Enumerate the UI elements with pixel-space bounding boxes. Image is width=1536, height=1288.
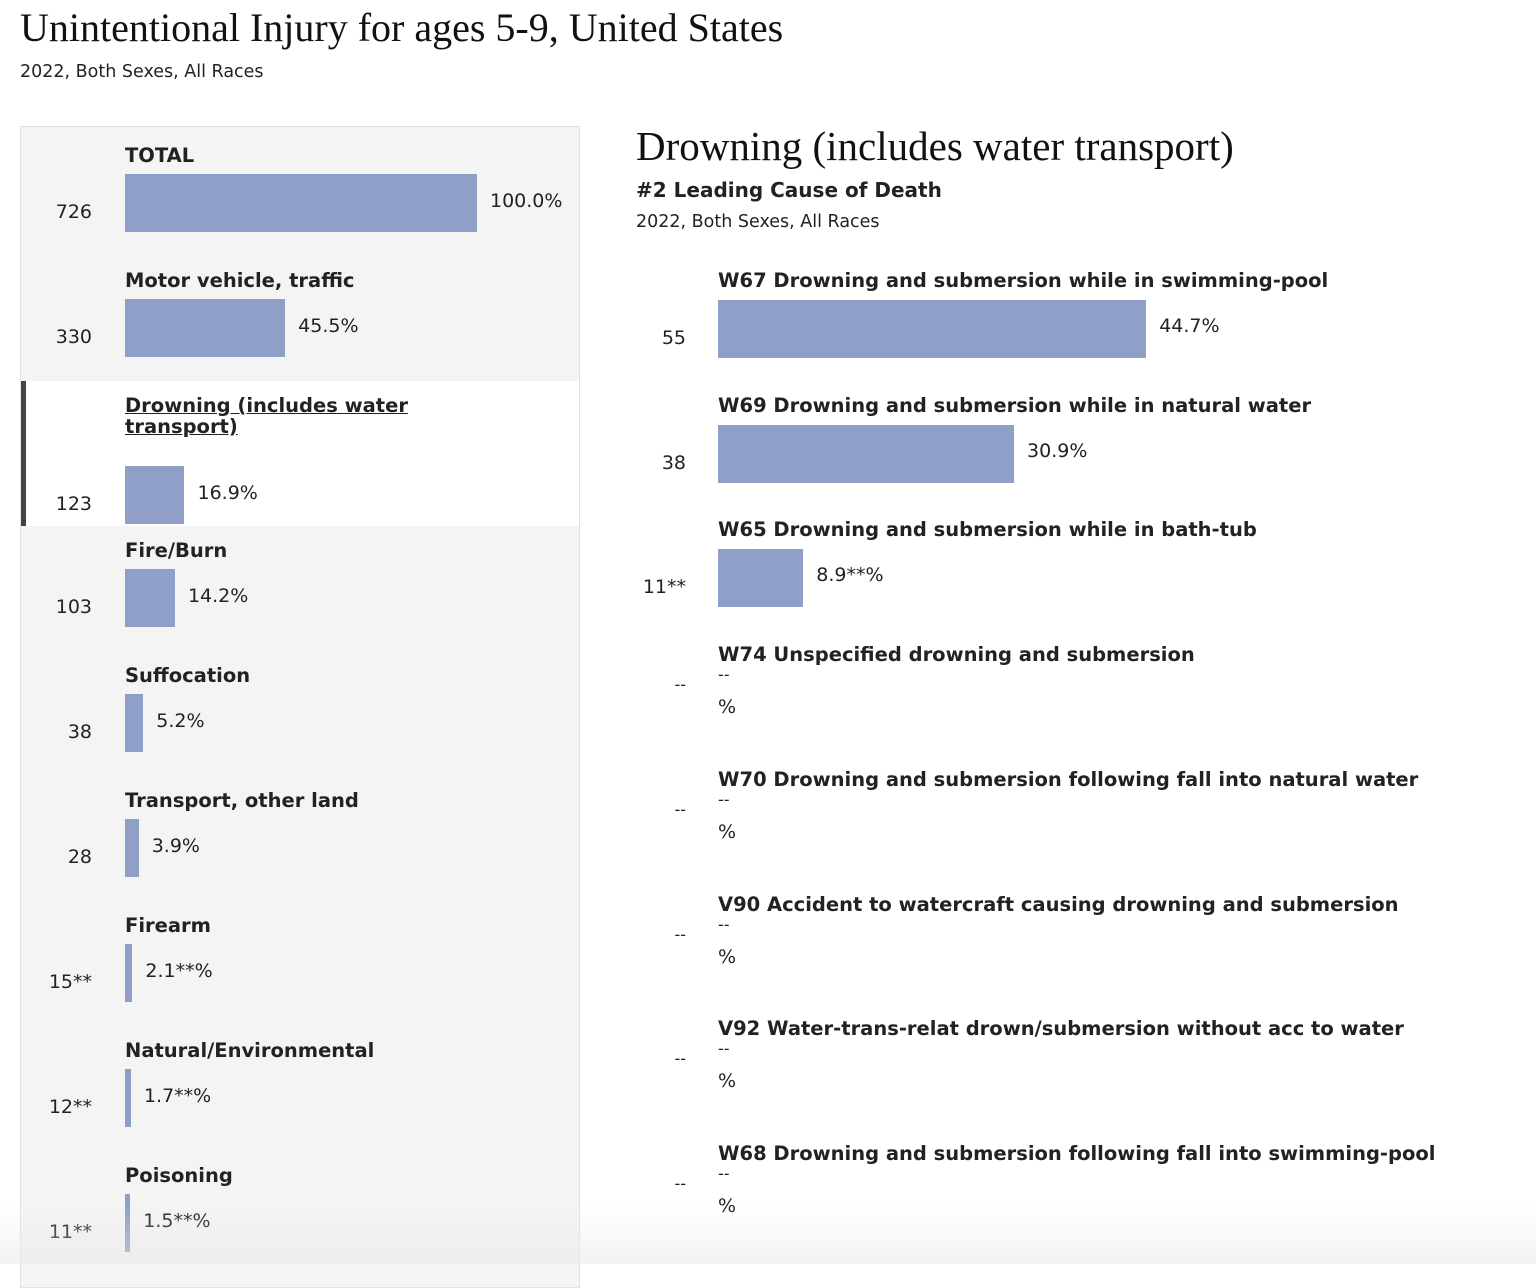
subcause-count: 55: [661, 327, 686, 349]
cause-count: 12**: [48, 1096, 92, 1118]
cause-percent: 100.0%: [490, 190, 563, 212]
cause-label: Fire/Burn: [125, 539, 228, 562]
subcause-row: W68 Drowning and submersion following fa…: [636, 1132, 1516, 1257]
cause-count: 123: [55, 493, 92, 515]
page-title: Unintentional Injury for ages 5-9, Unite…: [20, 5, 784, 50]
subcause-percent: %: [718, 1194, 737, 1217]
subcause-label: V92 Water-trans-relat drown/submersion w…: [718, 1017, 1404, 1041]
cause-count: 726: [55, 201, 92, 223]
subcause-count: --: [674, 1049, 686, 1069]
cause-bar: [125, 1194, 131, 1252]
subcause-percent: 8.9**%: [816, 564, 884, 587]
subcause-label: W65 Drowning and submersion while in bat…: [718, 518, 1257, 542]
subcause-percent: 30.9%: [1027, 439, 1088, 462]
cause-count: 28: [67, 846, 92, 868]
cause-label: Transport, other land: [125, 789, 359, 812]
cause-list-panel: TOTAL 726 100.0% Motor vehicle, traffic 330 4…: [20, 126, 580, 1288]
cause-row[interactable]: Suffocation 38 5.2%: [21, 651, 579, 776]
cause-bar: [125, 174, 477, 232]
cause-row[interactable]: Poisoning 11** 1.5**%: [21, 1151, 579, 1276]
cause-percent: 1.5**%: [143, 1210, 211, 1232]
cause-count: 103: [55, 596, 92, 618]
subcause-row: V92 Water-trans-relat drown/submersion w…: [636, 1007, 1516, 1132]
subcause-bar: [718, 300, 1147, 358]
subcause-label: W74 Unspecified drowning and submersion: [718, 643, 1195, 667]
cause-row[interactable]: Fire/Burn 103 14.2%: [21, 526, 579, 651]
subcause-bar: [718, 424, 1015, 483]
cause-count: 38: [67, 721, 92, 743]
cause-bar: [125, 569, 175, 627]
subcause-percent: 44.7%: [1159, 315, 1220, 337]
subcause-count: --: [674, 1173, 686, 1193]
subcause-label: V90 Accident to watercraft causing drown…: [718, 892, 1399, 916]
cause-percent: 3.9%: [151, 835, 200, 857]
subcause-value: --: [718, 1039, 730, 1059]
cause-count: 11**: [48, 1221, 92, 1243]
subcause-percent: %: [718, 945, 737, 968]
cause-label: Suffocation: [125, 664, 251, 687]
cause-label: Firearm: [125, 914, 211, 937]
subcause-row: V90 Accident to watercraft causing drown…: [636, 883, 1516, 1008]
subcause-percent: %: [718, 1070, 737, 1093]
cause-percent: 45.5%: [298, 315, 359, 337]
cause-label: Natural/Environmental: [125, 1039, 375, 1062]
subcause-value: --: [718, 665, 730, 685]
subcause-count: 38: [661, 451, 686, 474]
subcause-row: W67 Drowning and submersion while in swi…: [636, 259, 1516, 384]
cause-percent: 14.2%: [187, 585, 249, 607]
subcause-row: W65 Drowning and submersion while in bat…: [636, 508, 1516, 633]
subcause-row: W74 Unspecified drowning and submersion -…: [636, 633, 1516, 758]
cause-row[interactable]: TOTAL 726 100.0%: [21, 131, 579, 256]
subcause-label: W70 Drowning and submersion following fa…: [718, 767, 1419, 791]
subcause-value: --: [718, 1163, 730, 1183]
subcause-count: 11**: [642, 576, 686, 599]
cause-bar: [125, 1069, 131, 1127]
detail-rank: #2 Leading Cause of Death: [636, 178, 942, 202]
cause-bar: [125, 694, 144, 752]
cause-percent: 5.2%: [156, 710, 205, 732]
cause-bar: [125, 299, 286, 357]
cause-bar: [125, 819, 139, 877]
cause-row[interactable]: Motor vehicle, traffic 330 45.5%: [21, 256, 579, 381]
subcause-label: W67 Drowning and submersion while in swi…: [718, 269, 1329, 292]
subcause-label: W68 Drowning and submersion following fa…: [718, 1141, 1436, 1165]
cause-count: 330: [55, 326, 92, 348]
detail-subtitle: 2022, Both Sexes, All Races: [636, 212, 880, 232]
subcause-count: --: [674, 924, 686, 944]
subcause-value: --: [718, 914, 730, 934]
page-subtitle: 2022, Both Sexes, All Races: [20, 62, 264, 82]
subcause-percent: %: [718, 820, 737, 843]
cause-percent: 2.1**%: [145, 960, 213, 982]
subcause-percent: %: [718, 696, 737, 719]
subcause-bar: [718, 549, 804, 608]
cause-label[interactable]: Drowning (includes water transport): [125, 394, 408, 438]
subcause-value: --: [718, 789, 730, 809]
cause-row[interactable]: Firearm 15** 2.1**%: [21, 901, 579, 1026]
cause-bar: [125, 466, 185, 524]
cause-bar: [125, 944, 133, 1002]
cause-label: TOTAL: [125, 144, 195, 167]
cause-label: Poisoning: [125, 1164, 233, 1187]
cause-row[interactable]: Drowning (includes water transport) 123 16…: [21, 381, 579, 526]
cause-count: 15**: [48, 971, 92, 993]
subcause-count: --: [674, 675, 686, 695]
cause-row[interactable]: Transport, other land 28 3.9%: [21, 776, 579, 901]
cause-row[interactable]: Natural/Environmental 12** 1.7**%: [21, 1026, 579, 1151]
detail-title: Drowning (includes water transport): [636, 123, 1234, 169]
subcause-count: --: [674, 799, 686, 819]
cause-percent: 1.7**%: [143, 1085, 212, 1107]
cause-label: Motor vehicle, traffic: [125, 269, 355, 292]
subcause-row: W70 Drowning and submersion following fa…: [636, 758, 1516, 883]
cause-percent: 16.9%: [197, 482, 258, 504]
subcause-label: W69 Drowning and submersion while in nat…: [718, 393, 1312, 417]
subcause-row: W69 Drowning and submersion while in nat…: [636, 384, 1516, 509]
